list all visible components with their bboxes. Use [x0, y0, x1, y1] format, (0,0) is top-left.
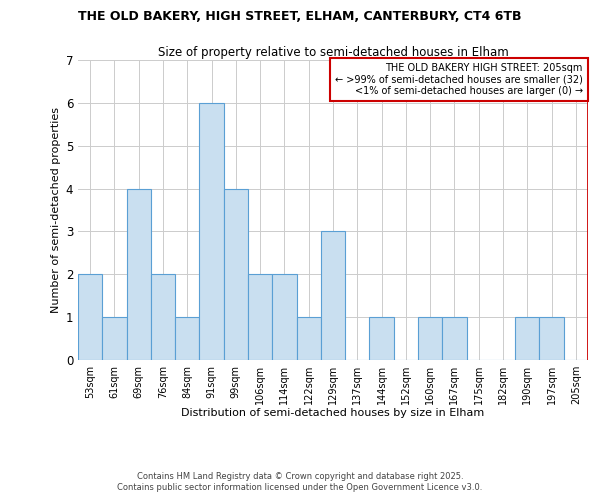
Text: Contains HM Land Registry data © Crown copyright and database right 2025.
Contai: Contains HM Land Registry data © Crown c…: [118, 472, 482, 492]
Bar: [418, 317, 442, 360]
Bar: [248, 274, 272, 360]
Bar: [175, 317, 199, 360]
X-axis label: Distribution of semi-detached houses by size in Elham: Distribution of semi-detached houses by …: [181, 408, 485, 418]
Bar: [127, 188, 151, 360]
Bar: [370, 317, 394, 360]
Bar: [102, 317, 127, 360]
Bar: [224, 188, 248, 360]
Title: Size of property relative to semi-detached houses in Elham: Size of property relative to semi-detach…: [158, 46, 508, 59]
Bar: [151, 274, 175, 360]
Bar: [199, 103, 224, 360]
Text: THE OLD BAKERY, HIGH STREET, ELHAM, CANTERBURY, CT4 6TB: THE OLD BAKERY, HIGH STREET, ELHAM, CANT…: [78, 10, 522, 23]
Bar: [272, 274, 296, 360]
Bar: [296, 317, 321, 360]
Bar: [539, 317, 564, 360]
Bar: [78, 274, 102, 360]
Text: THE OLD BAKERY HIGH STREET: 205sqm
← >99% of semi-detached houses are smaller (3: THE OLD BAKERY HIGH STREET: 205sqm ← >99…: [335, 63, 583, 96]
Y-axis label: Number of semi-detached properties: Number of semi-detached properties: [52, 107, 61, 313]
Bar: [442, 317, 467, 360]
Bar: [515, 317, 539, 360]
Bar: [321, 232, 345, 360]
